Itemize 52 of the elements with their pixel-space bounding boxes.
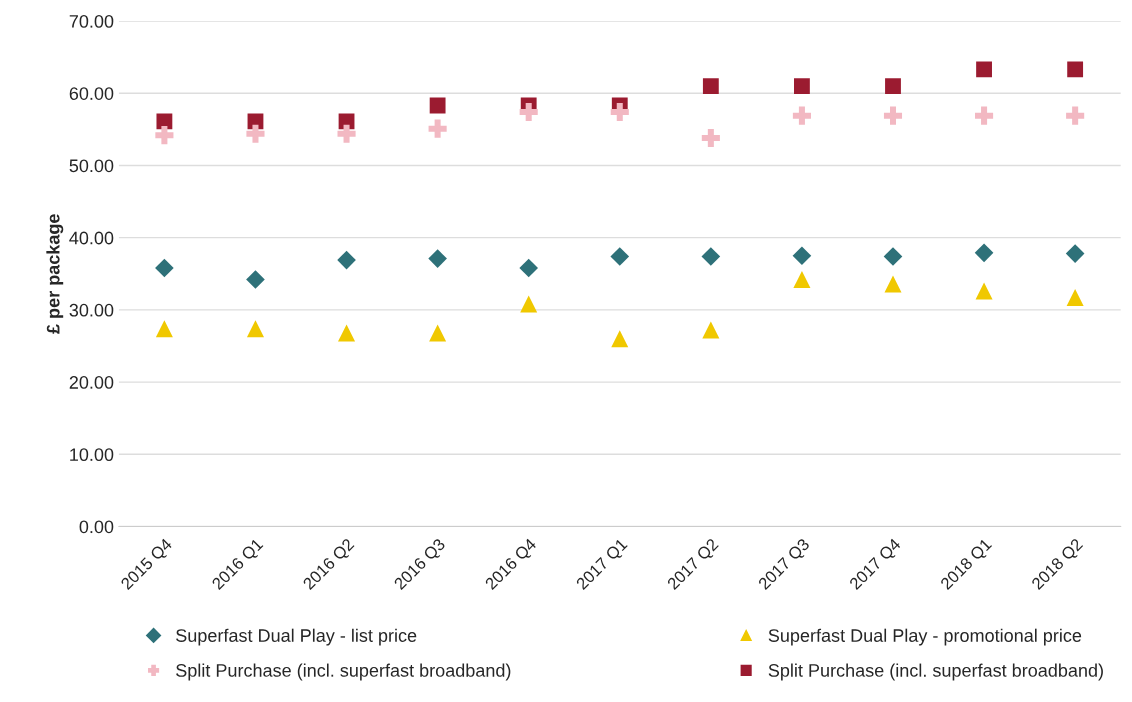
point [975,282,993,300]
y-tick-label: 70.00 [69,14,114,28]
point [246,124,265,143]
point [885,78,901,94]
point [1066,289,1084,307]
y-tick-label: 0.00 [79,520,114,534]
point [246,320,264,338]
point [975,106,994,125]
point [701,247,721,266]
point [884,275,902,293]
point [429,324,447,342]
legend-label: Superfast Dual Play - list price [176,628,417,646]
legend-label: Superfast Dual Play - promotional price [768,628,1082,646]
point [520,295,538,313]
y-tick-label: 40.00 [69,231,114,245]
point [701,128,720,148]
point [338,324,356,342]
point [1065,244,1085,263]
point [155,258,174,278]
point [155,126,174,145]
point [337,250,356,270]
point [610,102,629,122]
point [792,106,811,125]
point [702,78,719,94]
point [429,97,446,114]
y-tick-label: 50.00 [69,159,114,173]
y-tick-label: 10.00 [70,448,114,462]
y-tick-label: 20.00 [69,376,114,389]
point [1066,106,1085,125]
point [702,321,720,339]
point [976,61,992,78]
y-tick-label: 60.00 [69,87,114,100]
point [610,247,630,266]
y-tick-label: 30.00 [69,303,114,317]
y-axis-title: £ per package [46,214,64,334]
point [428,249,447,268]
point [337,124,356,143]
point [974,243,994,263]
legend-label: Split Purchase (incl. superfast broadband) [768,663,1103,681]
point [883,247,903,266]
point [794,78,810,94]
point [611,330,629,348]
legend-label: Split Purchase (incl. superfast broadband) [176,663,511,681]
point [792,246,812,266]
point [246,270,265,289]
point [793,271,811,289]
point [519,258,539,278]
point [155,320,173,338]
point [883,106,903,125]
point [1067,61,1084,78]
point [519,102,538,122]
point [428,119,447,138]
